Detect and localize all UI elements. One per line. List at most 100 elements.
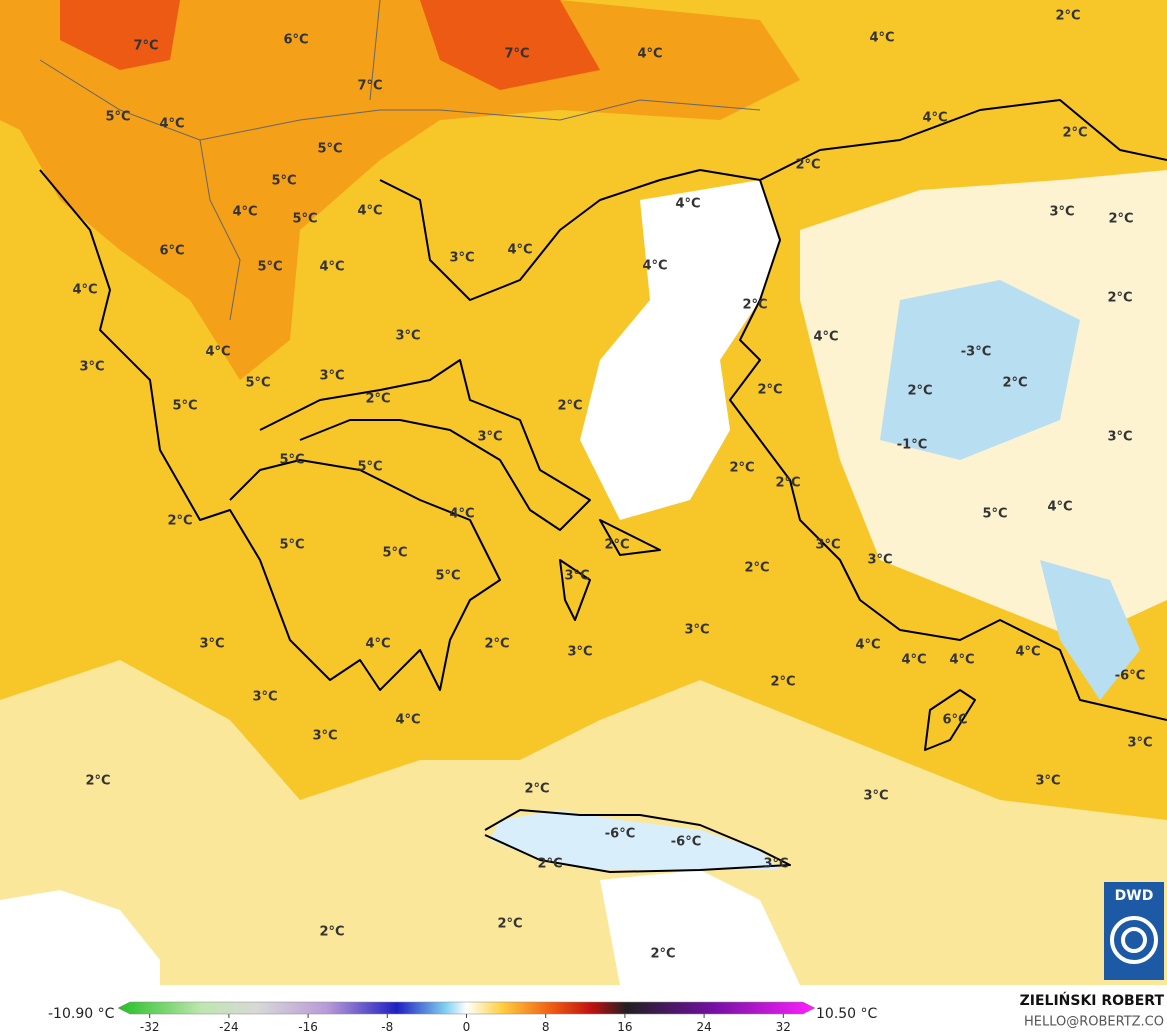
temperature-label: 2°C bbox=[557, 399, 582, 414]
temperature-label: 5°C bbox=[245, 376, 270, 391]
temperature-label: 2°C bbox=[757, 383, 782, 398]
temperature-label: 3°C bbox=[312, 729, 337, 744]
temperature-label: 4°C bbox=[637, 47, 662, 62]
temperature-labels: 2°C 4°C 7°C 6°C 7°C 4°C 7°C 5°C 4°C 4°C 2°C 5°C 2°C 5… bbox=[72, 9, 1152, 962]
temperature-label: 2°C bbox=[484, 637, 509, 652]
temperature-label: 3°C bbox=[863, 789, 888, 804]
email: HELLO@ROBERTZ.CO bbox=[1024, 1015, 1164, 1030]
temperature-label: 3°C bbox=[564, 569, 589, 584]
map bbox=[0, 0, 1167, 985]
logo: DWD bbox=[1104, 882, 1164, 980]
colorbar-tick-label: 8 bbox=[542, 1020, 550, 1034]
temperature-label: 4°C bbox=[813, 330, 838, 345]
temperature-label: 5°C bbox=[317, 142, 342, 157]
temperature-label: 4°C bbox=[449, 507, 474, 522]
temperature-label: 3°C bbox=[1035, 774, 1060, 789]
temperature-label: 3°C bbox=[815, 538, 840, 553]
temperature-label: 5°C bbox=[382, 546, 407, 561]
colorbar-ramp bbox=[117, 1001, 816, 1015]
cold-zone bbox=[880, 280, 1140, 700]
temperature-label: 2°C bbox=[167, 514, 192, 529]
cold-zone bbox=[580, 180, 780, 520]
temperature-label: 2°C bbox=[650, 947, 675, 962]
temperature-label: 2°C bbox=[85, 774, 110, 789]
temperature-label: 4°C bbox=[365, 637, 390, 652]
temperature-label: 2°C bbox=[729, 461, 754, 476]
temperature-label: 2°C bbox=[604, 538, 629, 553]
colorbar-tick-label: 0 bbox=[463, 1020, 471, 1034]
temperature-label: 4°C bbox=[1015, 645, 1040, 660]
coastline bbox=[379, 169, 761, 301]
colorbar-tick-label: -32 bbox=[140, 1020, 160, 1034]
colorbar-tick-label: 24 bbox=[696, 1020, 711, 1034]
coastline bbox=[39, 169, 501, 691]
logo-icon bbox=[1121, 927, 1147, 953]
temperature-label: 2°C bbox=[742, 298, 767, 313]
temperature-label: 3°C bbox=[1127, 736, 1152, 751]
colorbar-tick-label: -16 bbox=[298, 1020, 318, 1034]
temperature-label: 4°C bbox=[232, 205, 257, 220]
temperature-label: 4°C bbox=[1047, 500, 1072, 515]
temperature-label: 5°C bbox=[292, 212, 317, 227]
cold-zone bbox=[490, 810, 780, 870]
temperature-label: 2°C bbox=[1062, 126, 1087, 141]
temperature-label: 2°C bbox=[1107, 291, 1132, 306]
temperature-label: 3°C bbox=[1107, 430, 1132, 445]
temperature-label: 3°C bbox=[867, 553, 892, 568]
temperature-label: 2°C bbox=[1002, 376, 1027, 391]
temperature-label: 3°C bbox=[199, 637, 224, 652]
temperature-label: 5°C bbox=[357, 460, 382, 475]
coastline bbox=[484, 809, 791, 873]
temperature-label: 3°C bbox=[684, 623, 709, 638]
temperature-label: 4°C bbox=[855, 638, 880, 653]
temperature-label: 5°C bbox=[279, 453, 304, 468]
temperature-label: 4°C bbox=[869, 31, 894, 46]
temperature-label: -1°C bbox=[897, 438, 927, 453]
temperature-label: 5°C bbox=[257, 260, 282, 275]
temperature-label: 2°C bbox=[775, 476, 800, 491]
temperature-label: 5°C bbox=[105, 110, 130, 125]
coastline bbox=[759, 99, 1167, 181]
coastline bbox=[259, 359, 591, 531]
temperature-label: 4°C bbox=[72, 283, 97, 298]
temperature-label: 2°C bbox=[1108, 212, 1133, 227]
temperature-label: 2°C bbox=[770, 675, 795, 690]
temperature-label: 3°C bbox=[79, 360, 104, 375]
max-label: 10.50 °C bbox=[816, 1006, 878, 1022]
temperature-label: 5°C bbox=[271, 174, 296, 189]
temperature-label: 7°C bbox=[357, 79, 382, 94]
temperature-label: 7°C bbox=[504, 47, 529, 62]
temperature-label: -3°C bbox=[961, 345, 991, 360]
temperature-label: 4°C bbox=[901, 653, 926, 668]
temperature-label: 2°C bbox=[1055, 9, 1080, 24]
temperature-label: 3°C bbox=[449, 251, 474, 266]
island bbox=[559, 519, 976, 751]
temperature-label: 3°C bbox=[477, 430, 502, 445]
colorbar-tick-label: -24 bbox=[219, 1020, 239, 1034]
temperature-label: 5°C bbox=[172, 399, 197, 414]
temperature-label: 4°C bbox=[159, 117, 184, 132]
logo-text: DWD bbox=[1115, 888, 1154, 904]
temperature-label: 6°C bbox=[159, 244, 184, 259]
temperature-label: 2°C bbox=[365, 392, 390, 407]
warm-zone bbox=[0, 0, 800, 380]
temperature-label: 4°C bbox=[949, 653, 974, 668]
min-label: -10.90 °C bbox=[48, 1006, 115, 1022]
temperature-label: 5°C bbox=[435, 569, 460, 584]
temperature-label: 4°C bbox=[395, 713, 420, 728]
temperature-label: 4°C bbox=[642, 259, 667, 274]
hot-zone bbox=[60, 0, 600, 90]
temperature-label: -6°C bbox=[671, 835, 701, 850]
temperature-label: 3°C bbox=[252, 690, 277, 705]
colorbar-tick-label: 32 bbox=[776, 1020, 791, 1034]
temperature-label: 3°C bbox=[1049, 205, 1074, 220]
temperature-label: -6°C bbox=[1115, 669, 1145, 684]
temperature-label: 3°C bbox=[395, 329, 420, 344]
temperature-label: 4°C bbox=[357, 204, 382, 219]
temperature-label: 2°C bbox=[524, 782, 549, 797]
temperature-label: 2°C bbox=[907, 384, 932, 399]
temperature-label: 4°C bbox=[675, 197, 700, 212]
colorbar-tick-label: -8 bbox=[381, 1020, 393, 1034]
temperature-label: 2°C bbox=[319, 925, 344, 940]
